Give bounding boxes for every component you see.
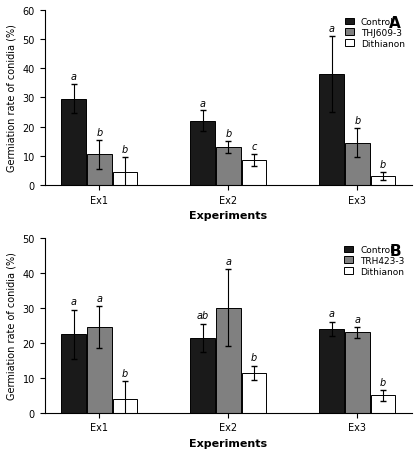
Bar bbox=[87, 328, 111, 413]
Text: a: a bbox=[328, 308, 334, 318]
Text: b: b bbox=[380, 377, 386, 387]
Y-axis label: Germiation rate of conidia (%): Germiation rate of conidia (%) bbox=[7, 252, 17, 399]
Bar bbox=[216, 147, 241, 185]
Text: a: a bbox=[225, 256, 231, 266]
Bar bbox=[319, 329, 344, 413]
Text: b: b bbox=[122, 145, 128, 155]
Bar bbox=[242, 161, 266, 185]
Bar bbox=[113, 172, 137, 185]
Text: a: a bbox=[96, 293, 102, 303]
Text: ab: ab bbox=[197, 310, 209, 320]
X-axis label: Experiments: Experiments bbox=[189, 438, 267, 448]
Text: a: a bbox=[328, 24, 334, 34]
Text: a: a bbox=[199, 98, 206, 108]
Bar bbox=[190, 121, 215, 185]
Text: a: a bbox=[70, 72, 77, 82]
Text: b: b bbox=[122, 368, 128, 378]
Text: b: b bbox=[225, 129, 231, 139]
Bar bbox=[61, 334, 86, 413]
Text: b: b bbox=[251, 352, 257, 362]
Text: A: A bbox=[389, 16, 401, 31]
X-axis label: Experiments: Experiments bbox=[189, 211, 267, 221]
Text: a: a bbox=[70, 297, 77, 307]
Legend: Control, THJ609-3, Dithianon: Control, THJ609-3, Dithianon bbox=[342, 15, 408, 51]
Bar bbox=[216, 308, 241, 413]
Text: b: b bbox=[96, 127, 103, 137]
Bar bbox=[242, 373, 266, 413]
Bar bbox=[87, 155, 111, 185]
Text: b: b bbox=[354, 116, 360, 126]
Y-axis label: Germiation rate of conidia (%): Germiation rate of conidia (%) bbox=[7, 25, 17, 172]
Bar bbox=[371, 395, 396, 413]
Bar bbox=[345, 143, 370, 185]
Bar bbox=[371, 177, 396, 185]
Text: b: b bbox=[380, 159, 386, 169]
Text: B: B bbox=[389, 244, 401, 258]
Bar bbox=[61, 100, 86, 185]
Bar bbox=[319, 75, 344, 185]
Text: c: c bbox=[251, 142, 257, 152]
Bar bbox=[113, 399, 137, 413]
Bar bbox=[345, 333, 370, 413]
Legend: Control, TRH423-3, Dithianon: Control, TRH423-3, Dithianon bbox=[341, 243, 408, 279]
Bar bbox=[190, 338, 215, 413]
Text: a: a bbox=[354, 314, 360, 324]
